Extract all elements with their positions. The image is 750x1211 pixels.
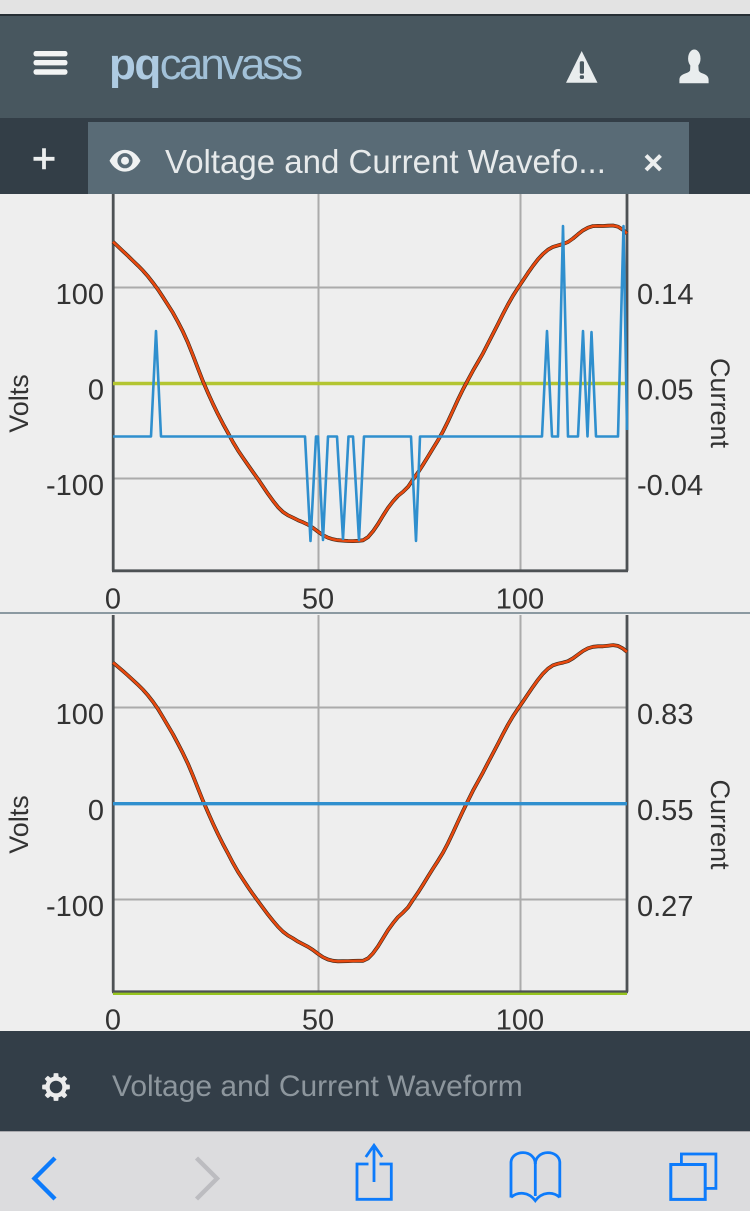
svg-text:0: 0 (88, 795, 104, 827)
svg-text:0.05: 0.05 (637, 375, 693, 407)
svg-text:100: 100 (496, 584, 544, 615)
svg-text:0: 0 (105, 1005, 121, 1037)
svg-text:0.27: 0.27 (637, 891, 693, 923)
svg-text:0.83: 0.83 (637, 699, 693, 731)
svg-text:100: 100 (56, 279, 104, 311)
svg-text:0.14: 0.14 (637, 279, 693, 311)
svg-text:Volts: Volts (4, 795, 34, 854)
svg-text:0.55: 0.55 (637, 795, 693, 827)
svg-text:pqcanvass: pqcanvass (109, 40, 302, 89)
svg-text:0: 0 (88, 375, 104, 407)
svg-text:50: 50 (302, 584, 334, 615)
svg-text:-0.04: -0.04 (637, 470, 703, 502)
svg-text:0: 0 (105, 584, 121, 615)
svg-text:-100: -100 (46, 891, 104, 923)
svg-text:Volts: Volts (4, 374, 34, 433)
svg-text:100: 100 (56, 699, 104, 731)
svg-text:Current: Current (705, 358, 735, 449)
svg-text:-100: -100 (46, 470, 104, 502)
svg-text:Current: Current (705, 779, 735, 870)
